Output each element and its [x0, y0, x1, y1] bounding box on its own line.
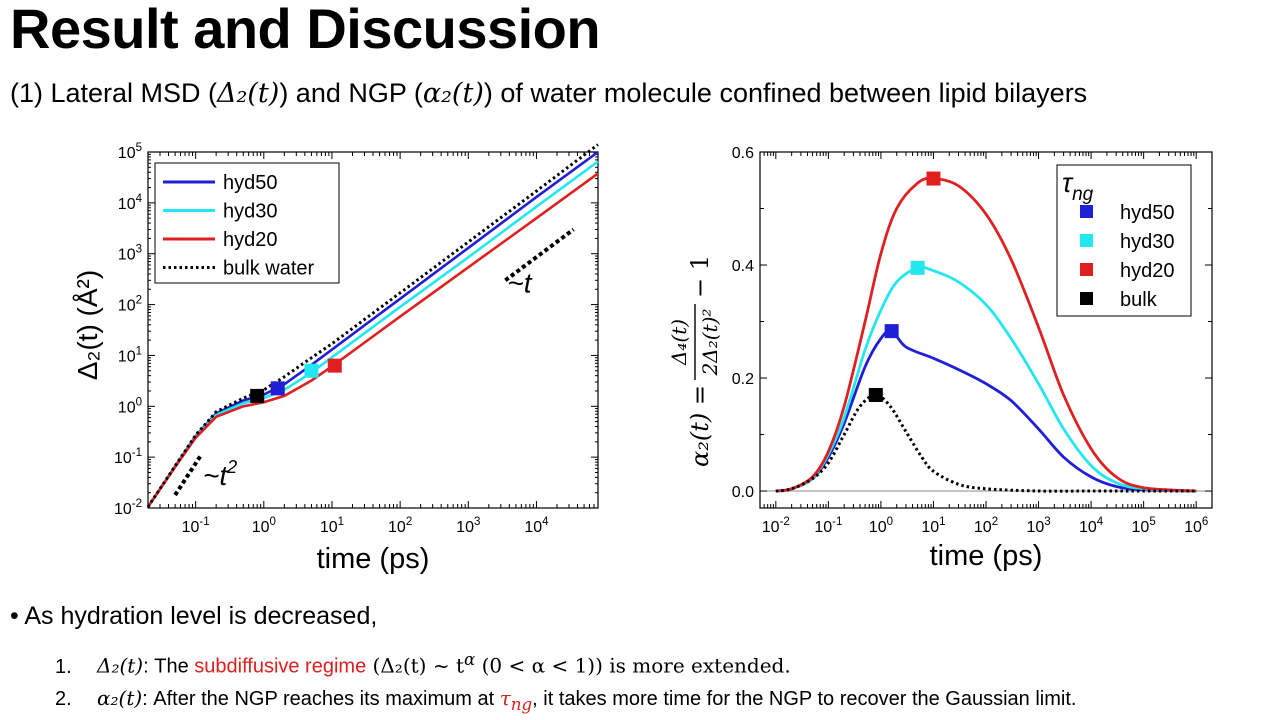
y-tick-label: 10-1: [114, 447, 142, 467]
slide-title: Result and Discussion: [10, 0, 601, 60]
y-tick-label: 0.2: [732, 371, 754, 388]
subtitle-prefix: (1) Lateral MSD (: [10, 78, 218, 108]
y-tick-label: 0.4: [732, 258, 754, 275]
legend-swatch: [1080, 234, 1093, 247]
x-tick-label: 104: [1079, 516, 1104, 536]
bullet-text: As hydration level is decreased,: [24, 602, 378, 630]
item-sup: α: [463, 650, 476, 669]
x-axis-label: time (ps): [930, 540, 1043, 572]
legend-label: hyd50: [1120, 202, 1175, 224]
x-tick-label: 100: [869, 516, 893, 536]
y-tick-label: 105: [118, 142, 142, 162]
y-tick-label: 10-2: [114, 498, 142, 518]
x-tick-label: 106: [1184, 516, 1208, 536]
x-tick-label: 10-2: [762, 516, 790, 536]
subtitle-msd-symbol: Δ₂(t): [217, 78, 280, 109]
item-highlight: subdiffusive regime: [194, 655, 367, 678]
y-tick-label: 104: [118, 193, 143, 213]
legend-swatch: [1080, 263, 1093, 276]
guide-label: ~t2: [203, 457, 237, 491]
y-tick-label: 103: [118, 244, 142, 264]
legend-label: bulk water: [223, 258, 314, 280]
item-text-b: (Δ₂(t) ~ t: [366, 653, 464, 678]
x-tick-label: 103: [456, 516, 480, 536]
marker-hyd30: [304, 363, 319, 378]
x-tick-label: 102: [974, 516, 998, 536]
x-tick-label: 10-1: [814, 516, 842, 536]
item-text-b: , it takes more time for the NGP to reco…: [532, 688, 1077, 710]
guide-line: [173, 453, 203, 497]
list-item-1: 1. Δ₂(t): The subdiffusive regime (Δ₂(t) …: [55, 650, 791, 679]
legend-label: hyd20: [223, 229, 278, 251]
x-tick-label: 105: [1132, 516, 1156, 536]
y-tick-label: 0.6: [732, 145, 754, 162]
y-label-numerator: Δ₄(t): [667, 319, 691, 366]
x-tick-label: 103: [1026, 516, 1050, 536]
x-tick-label: 102: [388, 516, 412, 536]
legend-label: hyd30: [1120, 231, 1175, 253]
legend-swatch: [1080, 292, 1093, 305]
subtitle-suffix: ) of water molecule confined between lip…: [483, 78, 1088, 108]
marker-hyd30: [910, 260, 925, 275]
slide-subtitle: (1) Lateral MSD (Δ₂(t)) and NGP (α₂(t)) …: [10, 78, 1087, 109]
y-axis-label: Δ₂(t) (Å²): [72, 270, 103, 380]
item-text-a: : After the NGP reaches its maximum at: [142, 688, 500, 710]
item-symbol: Δ₂(t): [97, 653, 144, 678]
subtitle-ngp-symbol: α₂(t): [422, 78, 484, 109]
marker-hyd50: [270, 381, 285, 396]
y-tick-label: 100: [118, 396, 142, 416]
y-label-minus-one: − 1: [686, 255, 714, 298]
legend-label: hyd20: [1120, 260, 1175, 282]
marker-hyd50: [884, 324, 899, 339]
y-tick-label: 0.0: [732, 484, 754, 501]
y-tick-label: 102: [118, 295, 142, 315]
legend-label: hyd30: [223, 201, 278, 223]
series-line-bulk: [775, 393, 1197, 493]
legend-label: bulk: [1120, 289, 1158, 311]
list-item-number: 1.: [55, 655, 72, 678]
x-tick-label: 101: [921, 516, 945, 536]
marker-hyd20: [926, 171, 941, 186]
x-tick-label: 104: [524, 516, 549, 536]
x-tick-label: 100: [252, 516, 276, 536]
item-symbol: α₂(t): [97, 686, 143, 710]
list-item-2: 2. α₂(t): After the NGP reaches its maxim…: [55, 686, 1076, 714]
guide-label: ~t: [507, 267, 532, 298]
legend-label: hyd50: [223, 172, 278, 194]
series-line-bulk-water: [146, 143, 599, 508]
legend-swatch: [1080, 205, 1093, 218]
item-highlight-sub: ng: [510, 695, 533, 714]
series-line-hyd50: [775, 329, 1197, 493]
item-text-a: : The: [143, 655, 195, 678]
y-tick-label: 101: [118, 345, 142, 365]
legend-box: [1056, 164, 1192, 317]
marker-bulk: [868, 387, 883, 402]
subtitle-mid: ) and NGP (: [279, 78, 423, 108]
list-item-number: 2.: [55, 688, 72, 710]
item-highlight: τ: [499, 686, 511, 710]
bullet-point: • As hydration level is decreased,: [10, 602, 378, 630]
legend-title: τng: [1062, 168, 1094, 205]
guide-line: [504, 227, 575, 282]
item-text-c: (0 < α < 1)) is more extended.: [475, 653, 791, 678]
y-axis-label: α₂(t) = Δ₄(t) 2Δ₂(t)² − 1: [667, 255, 722, 467]
x-tick-label: 101: [320, 516, 344, 536]
x-axis-label: time (ps): [317, 543, 430, 575]
y-label-lhs: α₂(t) =: [686, 385, 714, 467]
x-tick-label: 10-1: [182, 516, 210, 536]
marker-hyd20: [327, 358, 342, 373]
y-label-denominator: 2Δ₂(t)²: [698, 309, 722, 377]
marker-bulk-water: [250, 388, 265, 403]
